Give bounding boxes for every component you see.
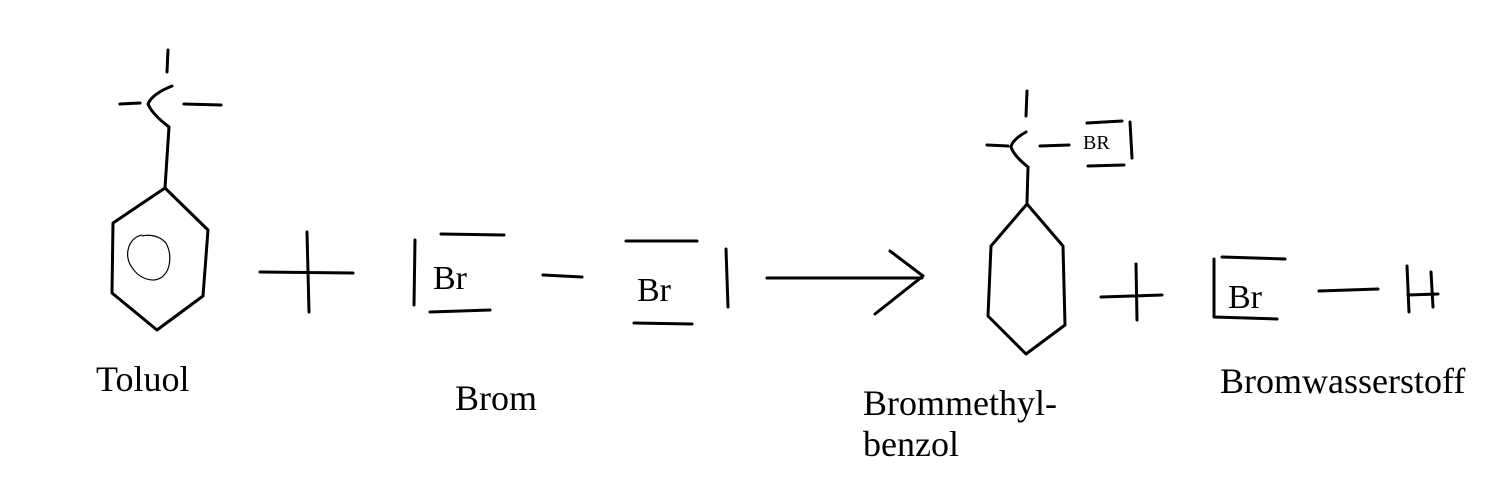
cyclohexane-ring	[986, 202, 1067, 356]
reactant-2-label: Brom	[455, 378, 537, 418]
reaction-arrow	[765, 249, 925, 316]
toluene-structure	[110, 48, 223, 332]
bromine-atom-left: Br	[433, 260, 468, 297]
hydrogen-atom	[1405, 264, 1440, 314]
lone-pair-bars-right	[624, 239, 730, 326]
hbr-single-bond	[1317, 287, 1380, 293]
methyl-group	[118, 48, 223, 190]
product-1-label-line-2: benzol	[863, 424, 959, 464]
lone-pair-bars-left	[412, 232, 506, 314]
bromine-molecule: Br Br	[412, 232, 730, 326]
plus-sign	[1099, 262, 1164, 322]
single-bond	[541, 273, 584, 279]
substituent-lone-pair-bars	[1085, 119, 1134, 168]
product-2-label: Bromwasserstoff	[1220, 361, 1465, 401]
hbr-lone-pair-bars	[1212, 255, 1287, 321]
reactant-1-label: Toluol	[96, 359, 189, 399]
plus-sign	[258, 230, 355, 314]
substituent-bromine: BR	[1083, 132, 1110, 154]
benzene-ring	[110, 186, 210, 332]
hydrogen-bromide-molecule: Br	[1212, 255, 1440, 321]
benzyl-bromide-structure: BR	[985, 89, 1134, 356]
product-1-label-line-1: Brommethyl-	[863, 383, 1057, 423]
hbr-bromine-atom: Br	[1228, 279, 1263, 316]
bromomethyl-group	[985, 89, 1071, 204]
aromatic-circle	[127, 234, 171, 281]
bromine-atom-right: Br	[637, 272, 672, 309]
